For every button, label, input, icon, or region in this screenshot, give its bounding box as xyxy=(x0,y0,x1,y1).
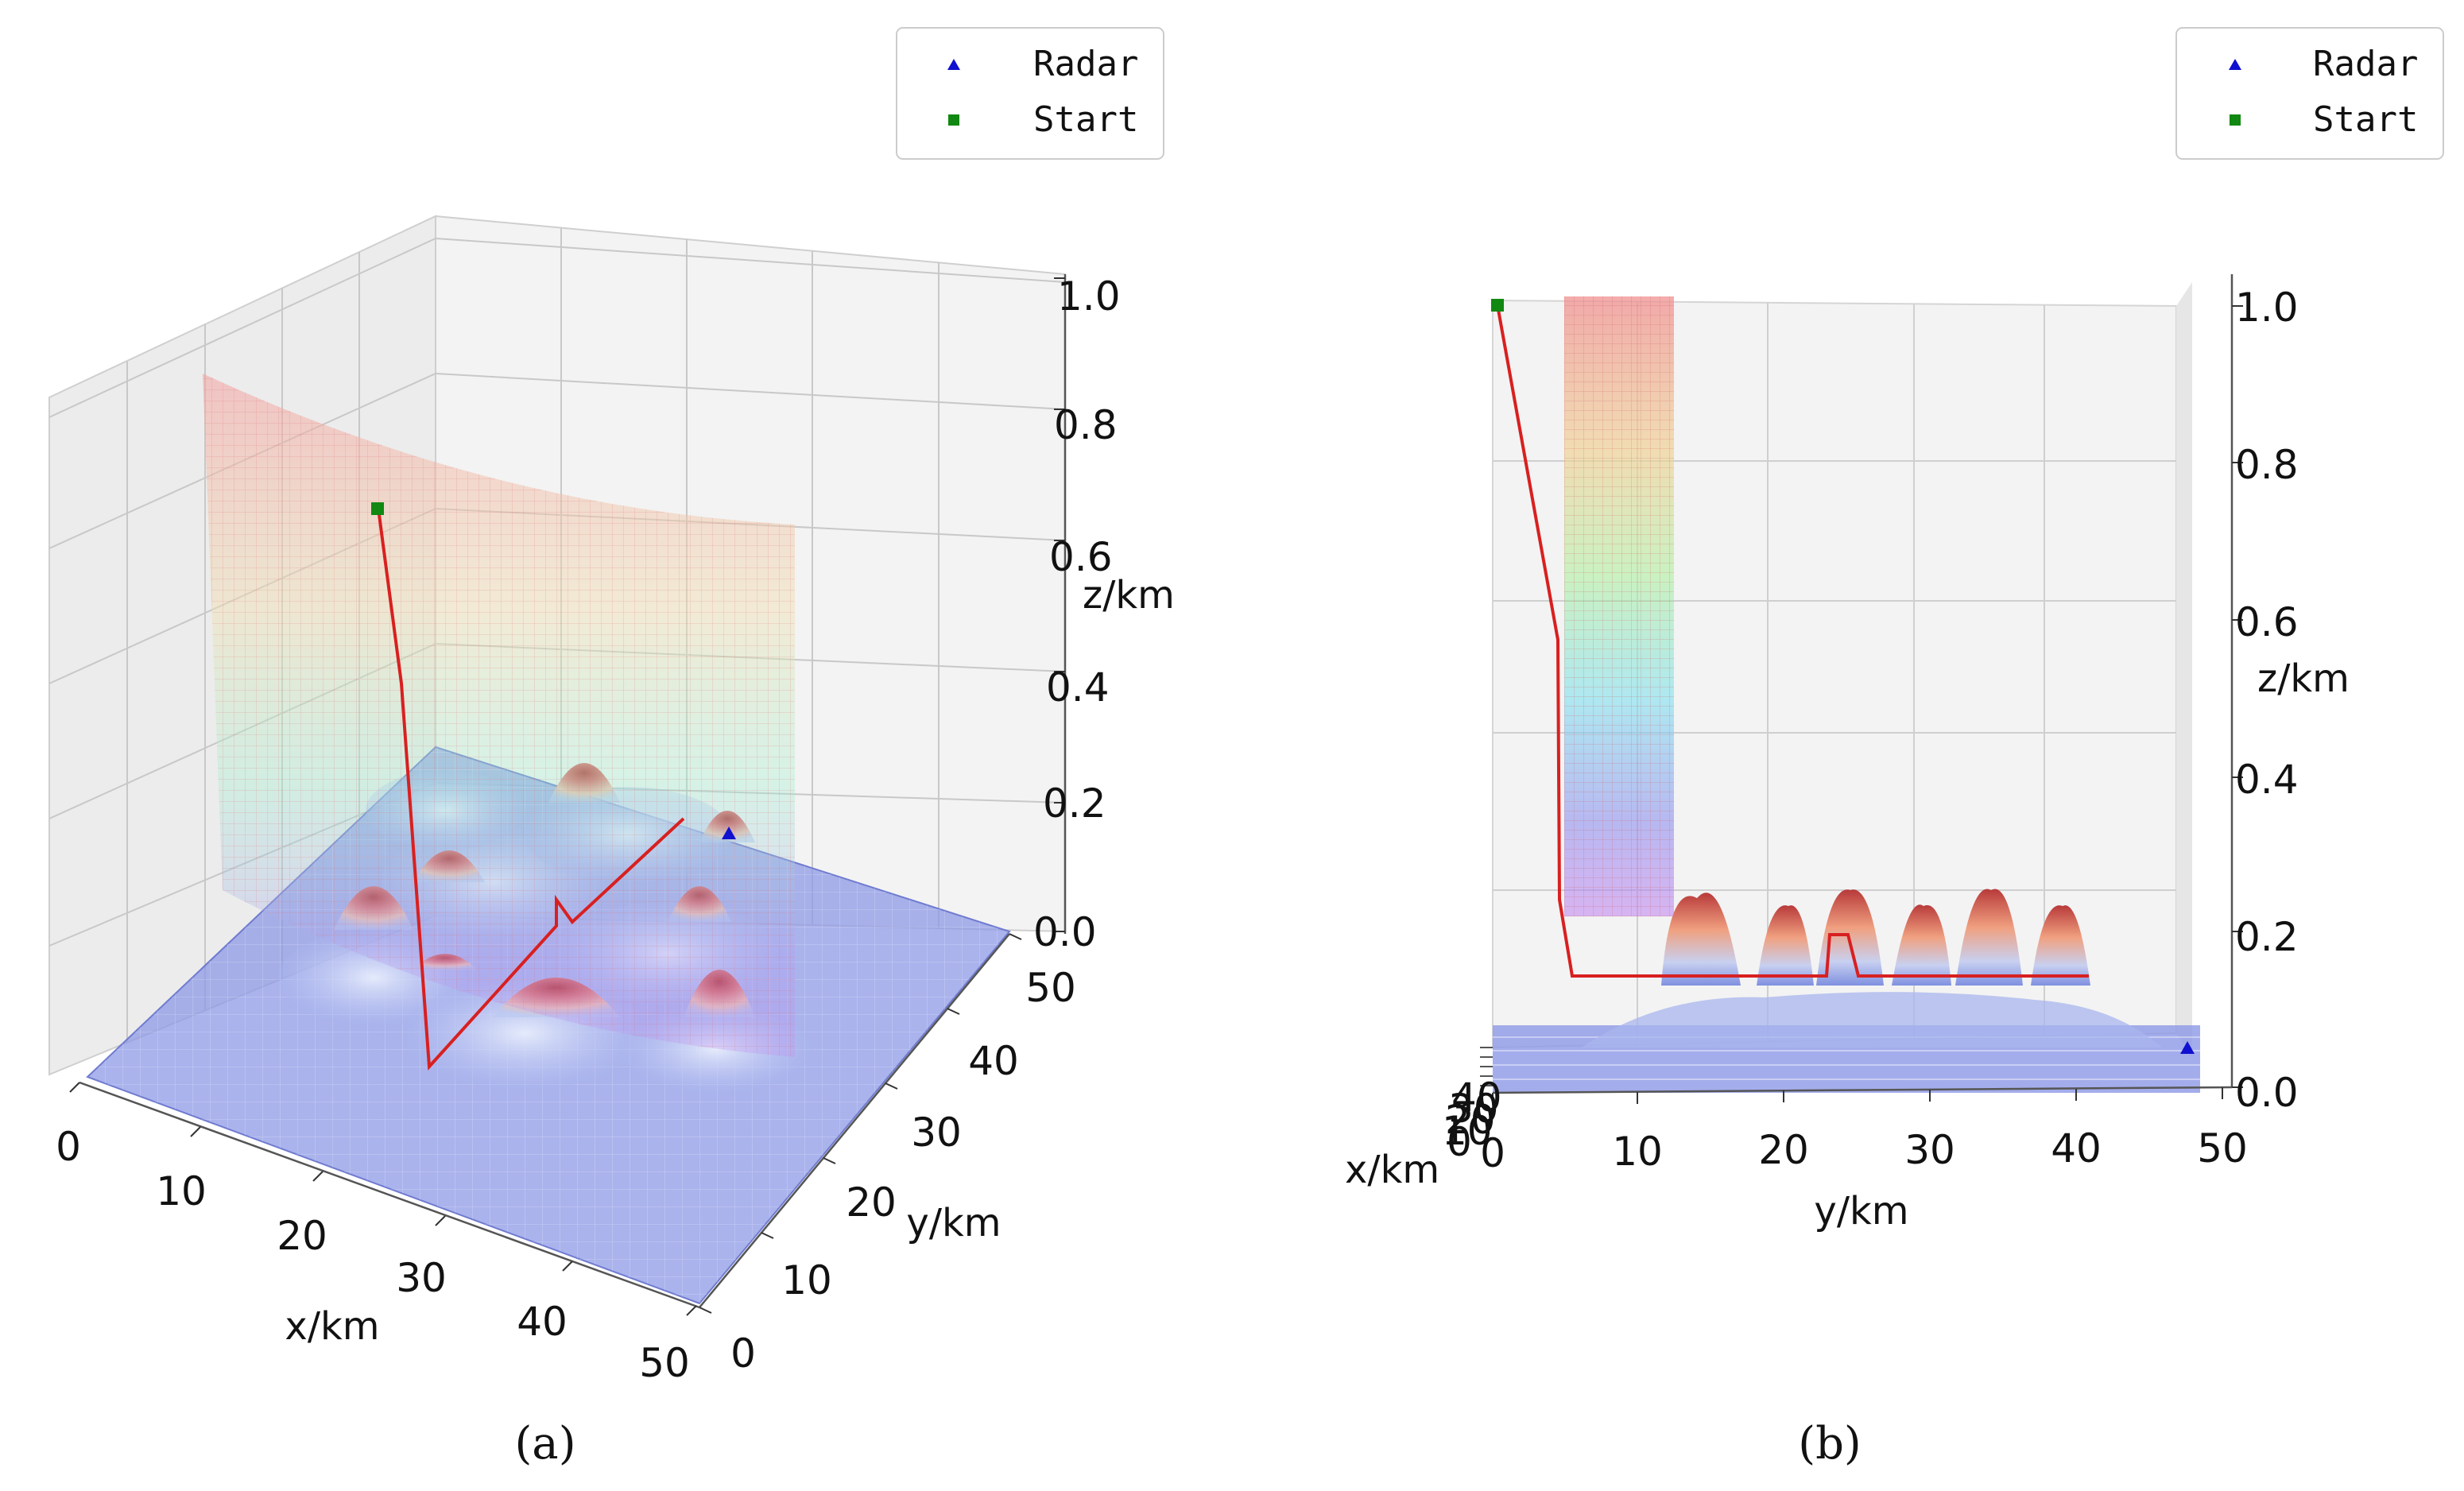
x-tick-label-a: 50 xyxy=(639,1340,690,1386)
y-tick-label-b: 50 xyxy=(2197,1125,2248,1172)
x-axis-label-a: x/km xyxy=(285,1304,379,1349)
legend-radar-label: Radar xyxy=(2313,44,2418,84)
z-axis-label-b: z/km xyxy=(2257,656,2350,701)
y-tick-label-b: 40 xyxy=(2051,1125,2102,1172)
x-tick-label-a: 40 xyxy=(517,1299,568,1345)
z-tick-label-a: 0.8 xyxy=(1054,402,1118,448)
threat-wall-mesh xyxy=(203,374,795,1057)
y-tick-label-a: 50 xyxy=(1025,965,1076,1011)
y-tick-label-b: 30 xyxy=(1904,1127,1955,1173)
legend-start-label: Start xyxy=(1033,99,1138,140)
x-tick-label-b: 20 xyxy=(1445,1097,1496,1143)
z-ticks-b xyxy=(2232,305,2243,1088)
y-axis-b xyxy=(1492,1086,2233,1094)
z-tick-label-a: 0.6 xyxy=(1049,534,1113,580)
x-tick-label-b: 40 xyxy=(1451,1075,1502,1121)
x-tick-label-b: 0 xyxy=(1447,1119,1472,1165)
y-tick-label-b: 10 xyxy=(1612,1129,1663,1175)
caption-b: (b) xyxy=(1798,1418,1862,1470)
x-tick-label-a: 0 xyxy=(56,1124,81,1170)
y-tick-label-a: 0 xyxy=(730,1330,756,1377)
series-path-a xyxy=(377,508,685,1071)
z-tick-label-a: 0.4 xyxy=(1046,664,1110,711)
x-ticks-a xyxy=(69,1082,697,1316)
x-tick-label-a: 30 xyxy=(396,1255,447,1301)
threat-wall-mesh-b xyxy=(1564,296,1674,916)
x-axis-label-b: x/km xyxy=(1345,1148,1439,1192)
legend-start-marker xyxy=(948,114,959,126)
caption-a: (a) xyxy=(514,1418,575,1470)
z-axis-label-a: z/km xyxy=(1083,573,1175,618)
y-tick-label-a: 40 xyxy=(968,1038,1019,1084)
z-tick-label-b: 0.8 xyxy=(2235,442,2299,488)
z-tick-label-b: 0.4 xyxy=(2235,757,2299,803)
legend-b: Radar Start xyxy=(2175,27,2444,160)
x-tick-label-a: 20 xyxy=(277,1213,327,1259)
y-axis-a xyxy=(699,933,1010,1308)
z-ticks-a xyxy=(1054,277,1065,932)
z-tick-label-b: 0.0 xyxy=(2235,1070,2299,1116)
legend-radar-label: Radar xyxy=(1033,44,1138,84)
z-tick-label-b: 0.6 xyxy=(2235,599,2299,645)
y-tick-label-b: 20 xyxy=(1758,1127,1809,1173)
legend-a: Radar Start xyxy=(896,27,1164,160)
legend-start-marker xyxy=(2230,114,2241,126)
x-axis-a xyxy=(79,1081,700,1309)
terrain-base-b xyxy=(1582,992,2162,1048)
z-tick-label-a: 0.0 xyxy=(1033,909,1097,955)
pane-side-b xyxy=(2176,282,2192,1057)
y-ticks-b xyxy=(1492,1087,2223,1105)
x-tick-label-b: 10 xyxy=(1442,1108,1493,1154)
x-tick-labels-b: 40 30 20 10 0 xyxy=(1442,1075,1502,1165)
panel-a: 0 10 20 30 40 50 x/km 0 10 20 30 40 50 y… xyxy=(48,27,1175,1470)
x-tick-label-a: 10 xyxy=(156,1168,207,1214)
panel-b: 0 10 20 30 40 50 y/km 40 30 20 10 0 x/km… xyxy=(1345,27,2444,1470)
radar-marker-b xyxy=(2180,1041,2195,1054)
x-tick-label-b: 30 xyxy=(1448,1086,1499,1132)
radar-marker-a xyxy=(722,827,736,839)
y-axis-label-a: y/km xyxy=(906,1201,1001,1245)
legend-radar-marker xyxy=(2229,59,2241,70)
z-tick-label-a: 0.2 xyxy=(1043,780,1106,827)
x-axis-b xyxy=(1480,1047,1493,1086)
y-tick-label-a: 20 xyxy=(846,1179,897,1226)
y-ticks-a xyxy=(699,933,1022,1314)
series-path-b xyxy=(1496,304,2089,978)
legend-start-label: Start xyxy=(2313,99,2418,140)
legend-box-a xyxy=(896,27,1164,160)
y-axis-label-b: y/km xyxy=(1814,1189,1908,1233)
z-tick-label-b: 0.2 xyxy=(2235,914,2299,960)
z-tick-label-a: 1.0 xyxy=(1057,273,1121,320)
legend-box-b xyxy=(2175,27,2444,160)
y-tick-label-a: 10 xyxy=(781,1257,832,1303)
y-tick-label-a: 30 xyxy=(911,1110,962,1156)
start-marker-b xyxy=(1491,299,1504,312)
z-tick-label-b: 1.0 xyxy=(2235,285,2299,331)
terrain-peaks-b xyxy=(1661,889,2090,986)
y-tick-label-b: 0 xyxy=(1480,1130,1505,1176)
start-marker-a xyxy=(371,502,384,515)
legend-radar-marker xyxy=(947,59,960,70)
